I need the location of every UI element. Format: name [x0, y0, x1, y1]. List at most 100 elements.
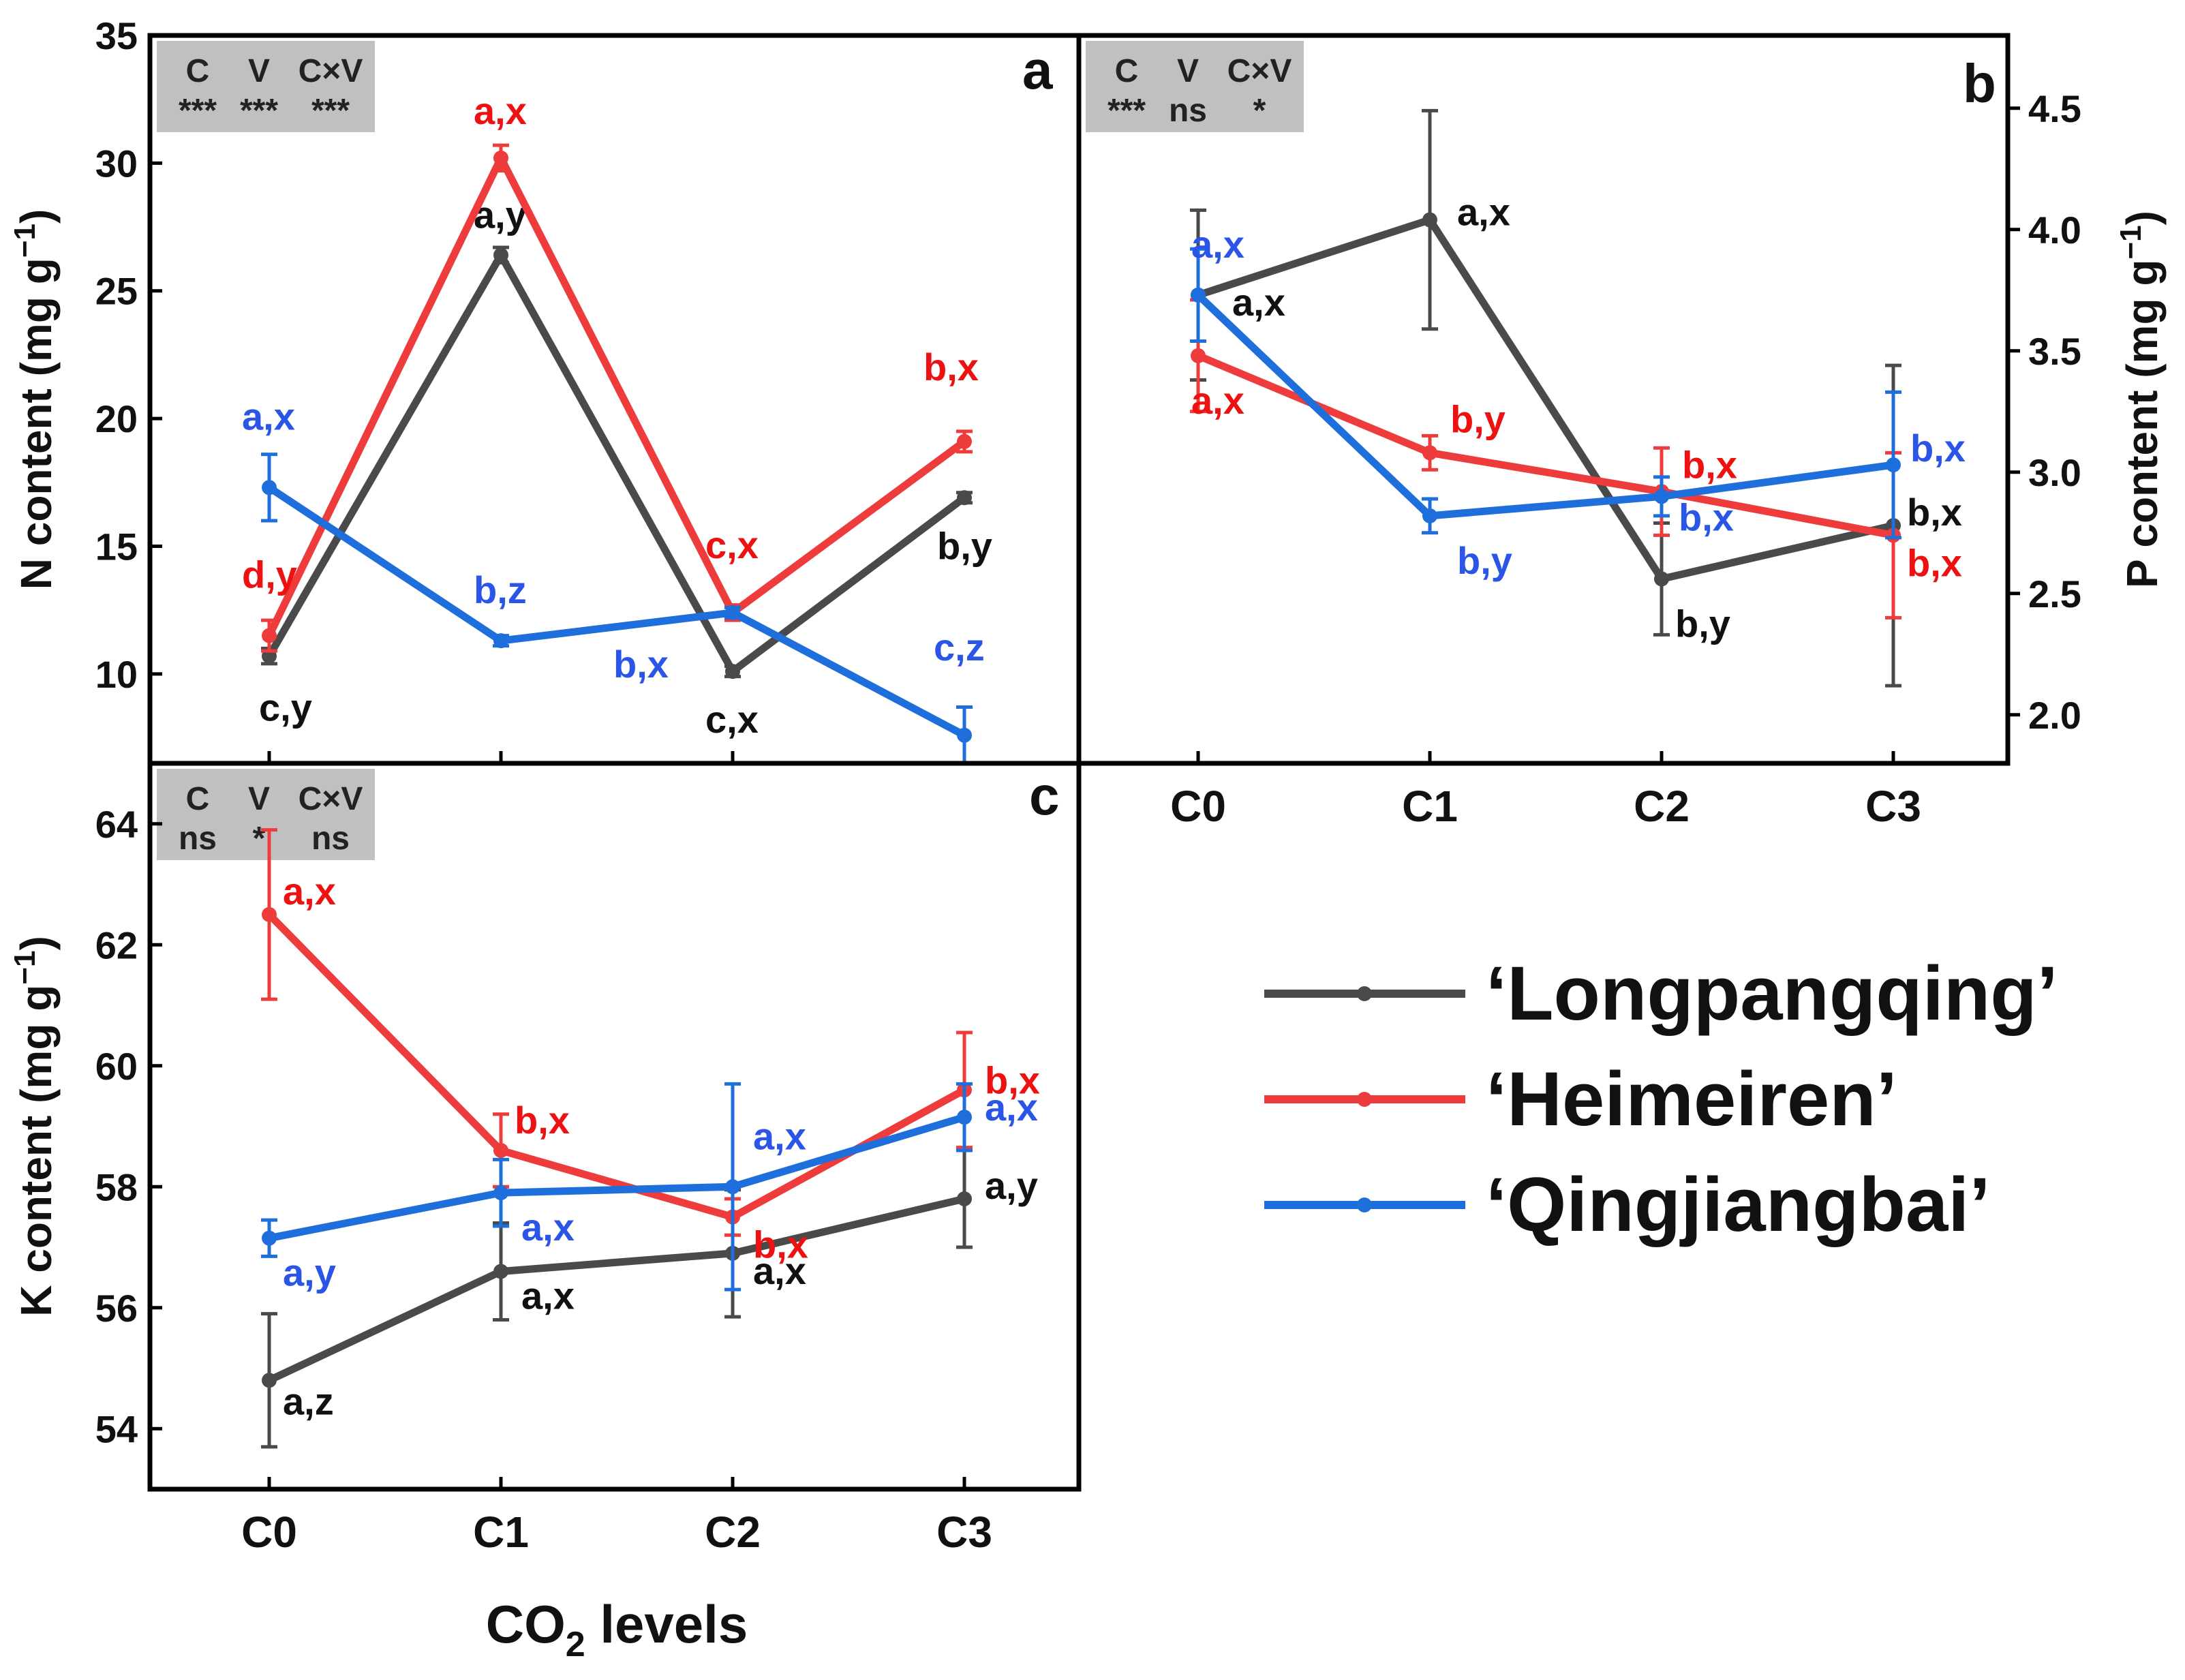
legend-label: ‘Heimeiren’: [1486, 1056, 1897, 1142]
data-point: [262, 480, 277, 495]
sig-letter: b,y: [937, 524, 992, 567]
sig-letter: a,x: [985, 1086, 1038, 1129]
series-line: [266, 251, 967, 675]
sig-letter: a,x: [474, 89, 527, 132]
sig-letter: c,x: [705, 698, 759, 741]
y-axis-title-main: K content (mg g: [12, 985, 61, 1317]
x-tick-label: C3: [936, 1508, 992, 1557]
y-tick-label: 15: [95, 525, 138, 568]
y-tick-label: 56: [95, 1287, 138, 1330]
data-point: [262, 1373, 277, 1388]
sig-letter: b,y: [1457, 539, 1512, 582]
sig-letter: c,z: [934, 626, 985, 669]
y-axis-title-sup: −1: [8, 224, 42, 258]
y-tick-label: 60: [95, 1045, 138, 1088]
data-point: [725, 1179, 740, 1195]
sig-letter: b,z: [474, 568, 527, 611]
sig-letter: a,x: [753, 1249, 806, 1292]
data-point: [1654, 571, 1669, 587]
data-point: [493, 1143, 508, 1158]
data-point: [957, 1110, 972, 1125]
series-line: [266, 912, 966, 1221]
sig-letter: b,x: [1910, 427, 1966, 470]
data-point: [1422, 508, 1437, 523]
stats-header: C×V: [299, 53, 363, 89]
sig-letter: a,x: [1232, 281, 1285, 324]
sig-letter: b,x: [985, 1058, 1040, 1101]
y-tick-label: 10: [95, 653, 138, 696]
series-line: [268, 1113, 966, 1242]
y-tick-label: 62: [95, 923, 138, 966]
sig-letter: a,x: [521, 1274, 575, 1317]
sig-letter: a,x: [521, 1206, 575, 1249]
data-point: [493, 1185, 508, 1201]
stats-header: C×V: [299, 781, 363, 817]
y-tick-label: 30: [95, 142, 138, 185]
series-line: [266, 154, 967, 638]
sig-letter: a,x: [1191, 379, 1244, 422]
sig-letter: a,y: [985, 1164, 1038, 1207]
sig-letter: b,x: [613, 643, 669, 686]
sig-letter: a,z: [283, 1379, 334, 1422]
panel-letter-a: a: [1022, 40, 1053, 100]
y-tick-label: 4.5: [2028, 87, 2081, 130]
sig-letter: b,x: [1907, 541, 1962, 584]
sig-letter: a,x: [1191, 223, 1244, 266]
data-point: [725, 664, 740, 679]
x-tick-label: C1: [1402, 782, 1458, 831]
legend-label: ‘Longpangqing’: [1486, 951, 2058, 1036]
stats-value: ***: [240, 93, 278, 129]
sig-letter: b,x: [1907, 491, 1962, 534]
stats-box-b: [1086, 41, 1304, 132]
sig-letter: b,x: [753, 1223, 808, 1266]
sig-letter: b,y: [1450, 397, 1506, 440]
stats-value: ***: [1107, 93, 1146, 129]
x-tick-label: C0: [241, 1508, 297, 1557]
y-axis-title-c: K content (mg g−1): [8, 936, 61, 1317]
stats-header: C: [186, 781, 210, 817]
data-point: [493, 150, 508, 166]
panel-b: b C V C×V *** ns * 2.0 2.5 3.0 3.5 4.0 4.5 P content…: [1076, 33, 2167, 831]
stats-header: C×V: [1227, 53, 1292, 89]
stats-header: C: [1115, 53, 1139, 89]
data-point: [493, 633, 508, 649]
y-tick-label: 3.5: [2028, 330, 2081, 373]
x-tick-label: C2: [705, 1508, 761, 1557]
y-tick-label: 54: [95, 1407, 138, 1450]
data-point: [262, 1230, 277, 1246]
y-axis-title-sup: −1: [2114, 225, 2148, 259]
sig-letter: b,x: [1679, 495, 1734, 538]
data-point: [957, 727, 972, 743]
data-point: [1422, 212, 1437, 228]
sig-letter: b,y: [1675, 602, 1730, 645]
stats-value: ns: [1169, 93, 1207, 129]
sig-letter: a,x: [753, 1114, 806, 1157]
legend-label: ‘Qingjiangbai’: [1486, 1162, 1990, 1247]
legend-swatch-point: [1357, 1092, 1372, 1107]
stats-box-a: [157, 41, 375, 132]
panel-letter-c: c: [1029, 765, 1060, 826]
series-line: [1195, 292, 1894, 520]
stats-header: V: [1177, 53, 1199, 89]
data-point: [262, 628, 277, 643]
data-point: [957, 490, 972, 506]
y-tick-label: 58: [95, 1165, 138, 1208]
data-point: [493, 247, 508, 263]
x-tick-label: C2: [1634, 782, 1690, 831]
y-axis-title-close: ): [12, 936, 61, 950]
y-axis-title-main: N content (mg g: [12, 258, 61, 590]
stats-value: *: [1253, 93, 1266, 129]
x-tick-label: C0: [1170, 782, 1226, 831]
x-axis-title-subscript: 2: [566, 1625, 585, 1664]
stats-value: ns: [179, 821, 217, 857]
data-point: [1654, 489, 1669, 504]
stats-box-c: [157, 769, 375, 860]
sig-letter: a,x: [283, 870, 336, 913]
panel-c: c C V C×V ns * ns 54 56 58 60 62 64 K content (mg g−…: [8, 761, 1082, 1557]
sig-letter: a,x: [242, 395, 295, 438]
stats-value: ns: [311, 821, 350, 857]
data-point: [725, 605, 740, 620]
stats-value: *: [253, 821, 266, 857]
y-axis-title-close: ): [12, 209, 61, 224]
